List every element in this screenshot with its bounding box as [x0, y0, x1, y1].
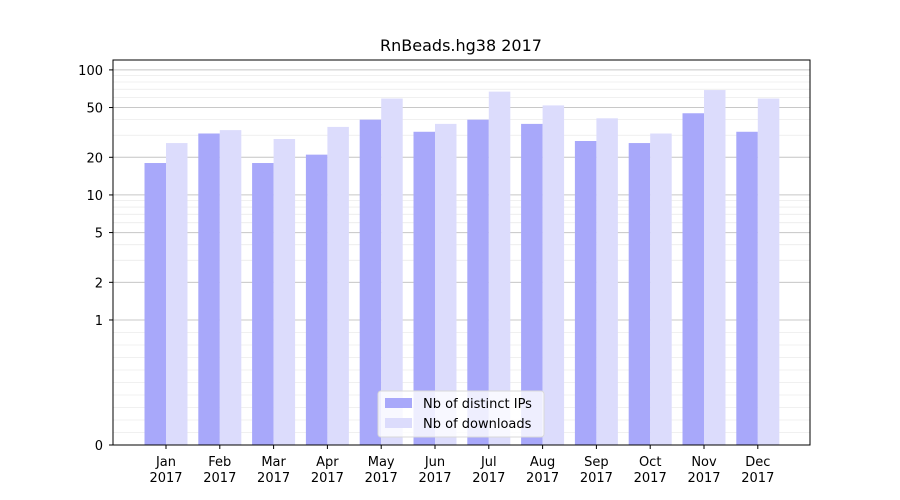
x-tick-label-year: 2017 [149, 471, 182, 486]
bar-distinct-ips [359, 119, 382, 446]
y-tick-label: 50 [86, 102, 103, 117]
x-tick-label-year: 2017 [634, 471, 667, 486]
x-tick-label-year: 2017 [580, 471, 613, 486]
bar-distinct-ips [198, 133, 220, 445]
legend-swatch [385, 398, 412, 408]
bar-downloads [327, 126, 349, 446]
bar-distinct-ips [628, 143, 651, 445]
bar-downloads [488, 91, 511, 445]
legend-swatch [385, 418, 412, 428]
x-tick-label-year: 2017 [257, 471, 290, 486]
bar-distinct-ips [467, 119, 489, 446]
y-tick-label: 20 [86, 151, 103, 166]
bar-distinct-ips [574, 140, 597, 445]
bar-distinct-ips [144, 163, 166, 445]
y-tick-label: 2 [95, 276, 103, 291]
y-tick-label: 10 [86, 189, 103, 204]
bar-distinct-ips [521, 123, 543, 445]
x-tick-label-month: Jan [155, 455, 176, 470]
bar-downloads [596, 118, 618, 445]
x-tick-label-month: Apr [316, 455, 339, 470]
legend-label: Nb of downloads [423, 417, 532, 432]
bar-downloads [381, 98, 403, 446]
x-tick-label-year: 2017 [741, 471, 774, 486]
bar-downloads [166, 143, 188, 445]
x-tick-label-year: 2017 [203, 471, 236, 486]
x-tick-label-month: Sep [584, 455, 609, 470]
bar-distinct-ips [736, 131, 758, 445]
plot-frame [112, 59, 811, 446]
bar-distinct-ips [413, 131, 435, 445]
x-tick-label-month: May [368, 455, 395, 470]
y-tick-label: 100 [78, 64, 103, 79]
x-tick-label-month: Nov [691, 455, 717, 470]
legend: Nb of distinct IPs Nb of downloads [377, 390, 545, 438]
bars [144, 90, 780, 446]
bar-downloads [704, 90, 726, 446]
x-tick-label-month: Jun [424, 455, 445, 470]
legend-label: Nb of distinct IPs [423, 397, 532, 412]
bar-distinct-ips [252, 163, 274, 445]
y-tick-label: 5 [95, 227, 103, 242]
x-tick-label-year: 2017 [365, 471, 398, 486]
x-tick-label-month: Oct [639, 455, 661, 470]
x-tick-label-year: 2017 [311, 471, 344, 486]
legend-box [377, 390, 545, 438]
bar-downloads [757, 98, 780, 446]
y-tick-label: 0 [95, 439, 103, 454]
bar-downloads [542, 105, 565, 446]
x-tick-label-month: Mar [261, 455, 286, 470]
chart-title: RnBeads.hg38 2017 [380, 36, 542, 55]
x-tick-label-year: 2017 [418, 471, 451, 486]
x-tick-label-month: Feb [208, 455, 231, 470]
bar-downloads [273, 139, 296, 445]
x-tick-label-year: 2017 [526, 471, 559, 486]
y-tick-label: 1 [95, 314, 103, 329]
bar-downloads [435, 123, 457, 445]
bar-distinct-ips [305, 154, 328, 446]
x-tick-label-month: Aug [530, 455, 555, 470]
bar-distinct-ips [682, 113, 704, 445]
bar-downloads [650, 133, 672, 445]
x-tick-label-year: 2017 [472, 471, 505, 486]
x-tick-label-year: 2017 [687, 471, 720, 486]
x-tick-label-month: Dec [745, 455, 770, 470]
x-tick-label-month: Jul [480, 455, 497, 470]
axes: 0125102050100Jan2017Feb2017Mar2017Apr201… [78, 59, 811, 486]
bar-downloads [219, 130, 242, 445]
